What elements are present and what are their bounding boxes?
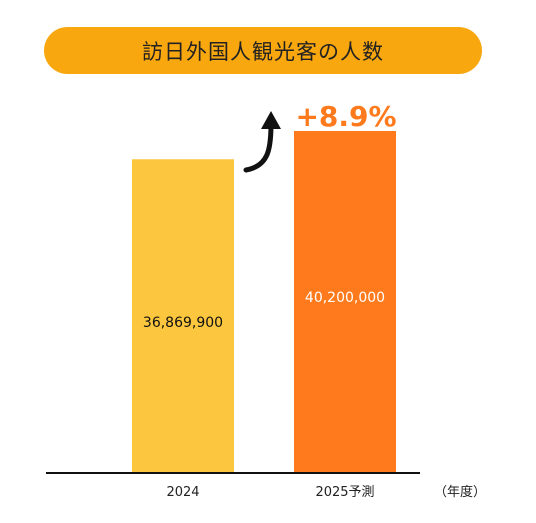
chart-title: 訪日外国人観光客の人数 [142,39,384,64]
x-tick-label-1: 2024 [166,485,199,500]
chart-title-banner: 訪日外国人観光客の人数 [44,27,482,74]
arrow-head-icon [261,111,281,129]
change-percent-label: +8.9% [295,100,396,133]
bars-layer [132,131,396,472]
bar-2 [294,131,396,472]
bar-value-label-2: 40,200,000 [305,290,385,306]
labels-layer: 36,869,900 2024 40,200,000 2025予測 [143,290,385,500]
x-axis-unit-label: （年度） [434,484,486,500]
bar-1 [132,159,234,472]
curved-up-arrow-icon [243,121,274,173]
bar-value-label-1: 36,869,900 [143,315,223,331]
x-tick-label-2: 2025予測 [315,485,374,500]
